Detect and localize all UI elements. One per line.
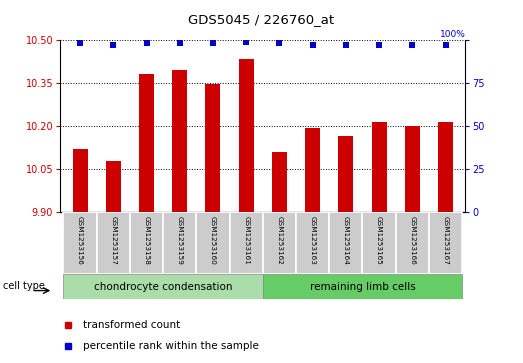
Text: GSM1253167: GSM1253167	[442, 216, 449, 265]
Bar	[272, 152, 287, 212]
Bar	[305, 127, 320, 212]
Bar	[130, 212, 163, 274]
Bar	[172, 70, 187, 212]
Text: chondrocyte condensation: chondrocyte condensation	[94, 282, 232, 292]
Text: GSM1253166: GSM1253166	[410, 216, 415, 265]
Text: GSM1253156: GSM1253156	[77, 216, 83, 265]
Text: GSM1253164: GSM1253164	[343, 216, 349, 265]
Text: GSM1253161: GSM1253161	[243, 216, 249, 265]
Bar	[263, 212, 296, 274]
Bar	[396, 212, 429, 274]
Bar	[206, 85, 221, 212]
Text: transformed count: transformed count	[83, 321, 180, 330]
Text: GSM1253159: GSM1253159	[177, 216, 183, 265]
Text: cell type: cell type	[3, 281, 44, 291]
Bar	[429, 212, 462, 274]
Text: GSM1253162: GSM1253162	[277, 216, 282, 265]
Bar	[63, 274, 263, 299]
Bar	[196, 212, 230, 274]
Text: GDS5045 / 226760_at: GDS5045 / 226760_at	[188, 13, 335, 26]
Bar	[163, 212, 196, 274]
Text: percentile rank within the sample: percentile rank within the sample	[83, 341, 258, 351]
Text: GSM1253157: GSM1253157	[110, 216, 116, 265]
Bar	[106, 161, 121, 212]
Bar	[405, 126, 420, 212]
Text: GSM1253163: GSM1253163	[310, 216, 316, 265]
Text: GSM1253160: GSM1253160	[210, 216, 216, 265]
Text: GSM1253158: GSM1253158	[143, 216, 150, 265]
Bar	[296, 212, 329, 274]
Text: GSM1253165: GSM1253165	[376, 216, 382, 265]
Bar	[338, 136, 354, 212]
Bar	[438, 122, 453, 212]
Bar	[73, 149, 87, 212]
Bar	[97, 212, 130, 274]
Text: remaining limb cells: remaining limb cells	[310, 282, 415, 292]
Text: 100%: 100%	[440, 30, 465, 39]
Bar	[362, 212, 396, 274]
Bar	[238, 58, 254, 212]
Bar	[372, 122, 386, 212]
Bar	[230, 212, 263, 274]
Bar	[329, 212, 362, 274]
Bar	[139, 74, 154, 212]
Bar	[63, 212, 97, 274]
Bar	[263, 274, 462, 299]
